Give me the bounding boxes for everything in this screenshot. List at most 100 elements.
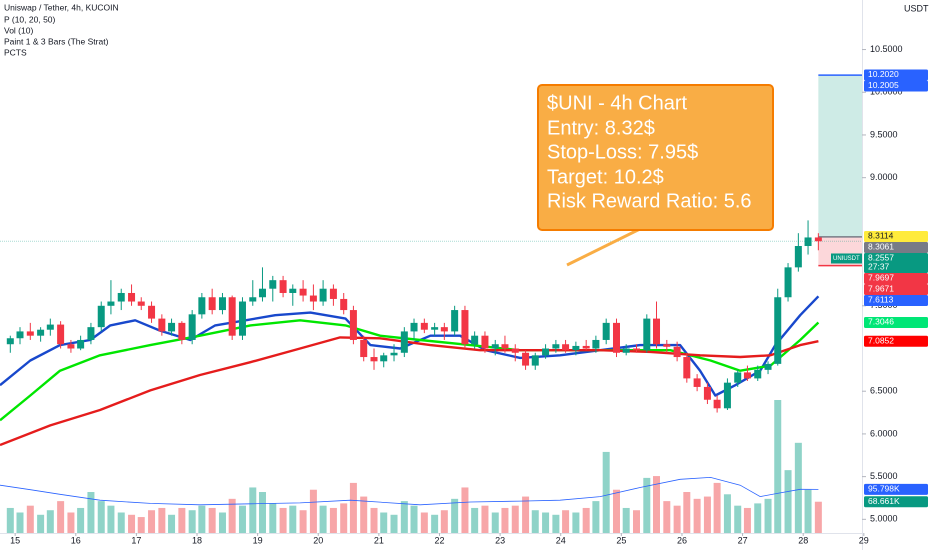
volume-bar xyxy=(380,512,388,533)
candle-body xyxy=(77,339,85,349)
volume-bar xyxy=(188,510,196,533)
volume-bar xyxy=(107,505,115,533)
volume-bar xyxy=(431,514,439,533)
candle-body xyxy=(16,331,24,339)
y-tick-label: 9.5000 xyxy=(870,129,898,139)
candle-body xyxy=(522,352,530,366)
volume-bar xyxy=(582,507,590,533)
price-label-bg xyxy=(864,316,928,328)
candle-body xyxy=(743,372,751,379)
symbol-tag-bg xyxy=(831,253,862,264)
candle-body xyxy=(289,288,297,293)
price-label-bg xyxy=(864,69,928,81)
volume-bar xyxy=(16,512,24,533)
candle-body xyxy=(794,246,802,268)
candle-body xyxy=(754,369,762,379)
volume-bar xyxy=(228,498,236,533)
volume-bar xyxy=(26,505,34,533)
volume-bar xyxy=(340,503,348,533)
volume-bar xyxy=(602,451,610,533)
legend-indicator: PCTS xyxy=(4,47,27,57)
volume-bar xyxy=(774,400,782,533)
volume-bar xyxy=(208,507,216,533)
volume-bar xyxy=(137,517,145,533)
volume-bar xyxy=(643,477,651,533)
volume-ma-line xyxy=(0,476,819,506)
volume-label-bg xyxy=(864,483,928,495)
candle-body xyxy=(663,344,671,347)
price-label-bg xyxy=(864,241,928,253)
candle-body xyxy=(784,267,792,298)
candle-body xyxy=(218,297,226,311)
candle-body xyxy=(410,322,418,332)
x-tick-label: 27 xyxy=(738,535,748,545)
annotation: $UNI - 4h Chart Entry: 8.32$ Stop-Loss: … xyxy=(537,84,774,267)
candle-body xyxy=(198,297,206,315)
x-tick-label: 19 xyxy=(253,535,263,545)
candle-body xyxy=(26,331,34,336)
price-label: 7.9697 xyxy=(868,273,894,283)
candle-body xyxy=(46,324,54,330)
price-label: 8.3061 xyxy=(868,242,894,252)
volume-bar xyxy=(723,494,731,533)
candle-body xyxy=(340,298,348,311)
volume-bar xyxy=(168,514,176,533)
volume-bar xyxy=(481,505,489,533)
candle-body xyxy=(531,355,539,366)
price-label: 8.2557 xyxy=(868,253,894,263)
volume-bar xyxy=(249,487,257,533)
candle-body xyxy=(431,327,439,330)
price-label: 10.2020 xyxy=(868,69,899,79)
candle-body xyxy=(208,297,216,311)
volume-bar xyxy=(501,507,509,533)
legend-indicator: Paint 1 & 3 Bars (The Strat) xyxy=(4,36,109,46)
volume-bar xyxy=(461,487,469,533)
volume-bar xyxy=(632,510,640,533)
candle-body xyxy=(380,355,388,362)
volume-bar xyxy=(673,505,681,533)
volume-bar xyxy=(471,507,479,533)
candle-body xyxy=(612,322,620,353)
candle-body xyxy=(158,318,166,332)
candle-body xyxy=(562,344,570,351)
currency-label: USDT xyxy=(904,3,929,13)
volume-bar xyxy=(269,503,277,533)
volume-bar xyxy=(511,505,519,533)
moving-average-line xyxy=(0,336,819,447)
candle-body xyxy=(501,344,509,349)
volume-bar xyxy=(178,507,186,533)
volume-bar xyxy=(218,512,226,533)
x-tick-label: 29 xyxy=(859,535,869,545)
candle-body xyxy=(814,237,822,242)
price-label-bg xyxy=(864,283,928,295)
volume-bar xyxy=(57,501,65,533)
y-tick-label: 5.5000 xyxy=(870,471,898,481)
candle-body xyxy=(491,344,499,349)
candle-body xyxy=(461,310,469,345)
volume-bar xyxy=(309,489,317,533)
profit-zone xyxy=(818,75,862,237)
candle-body xyxy=(471,335,479,345)
volume-bar xyxy=(663,501,671,533)
y-tick-label: 10.5000 xyxy=(870,44,903,54)
candle-body xyxy=(6,338,14,345)
candle-body xyxy=(238,301,246,336)
volume-bar xyxy=(743,507,751,533)
volume-bar xyxy=(794,442,802,533)
volume-bar xyxy=(319,505,327,533)
volume-bar xyxy=(87,492,95,533)
x-tick-label: 26 xyxy=(677,535,687,545)
price-label: 10.2005 xyxy=(868,80,899,90)
volume-bar xyxy=(6,507,14,533)
x-tick-label: 21 xyxy=(374,535,384,545)
volume-bar xyxy=(420,512,428,533)
annotation-text: $UNI - 4h Chart xyxy=(547,92,687,114)
x-tick-label: 15 xyxy=(10,535,20,545)
volume-bar xyxy=(128,514,136,533)
volume-bar xyxy=(370,507,378,533)
annotation-pointer xyxy=(566,227,641,267)
price-label: 7.0852 xyxy=(868,335,894,345)
candle-body xyxy=(57,324,65,345)
